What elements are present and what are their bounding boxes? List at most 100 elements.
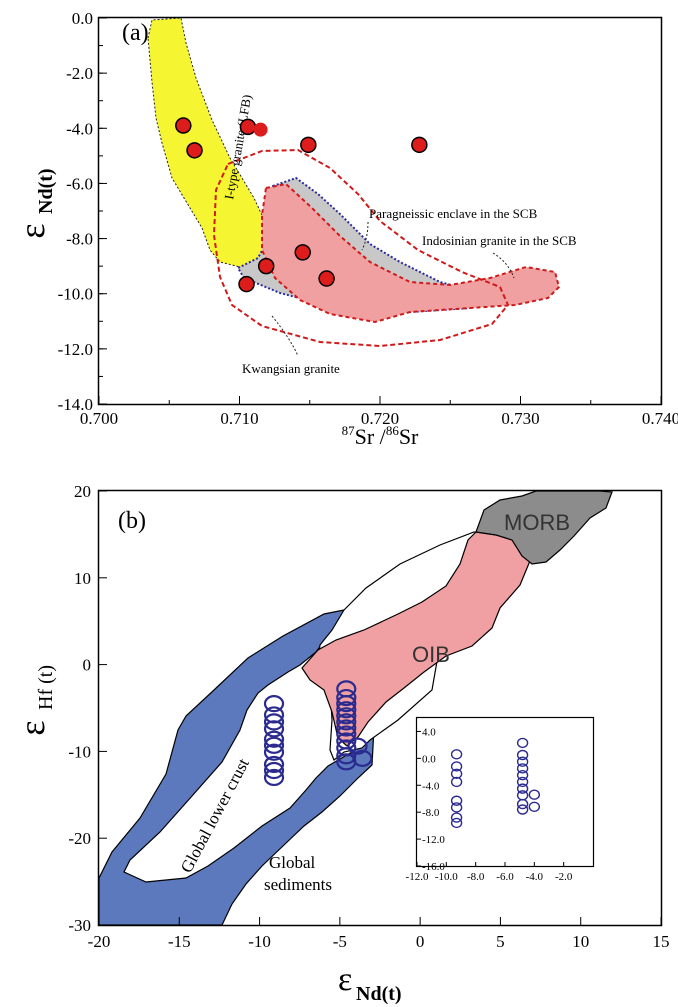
panel-b-label: (b) [118, 508, 146, 534]
hf-sample-point [336, 747, 357, 765]
panel-a-label: (a) [122, 20, 149, 46]
inset-sample-point [450, 749, 463, 760]
inset-sample-point [516, 749, 529, 761]
hf-sample-point [336, 701, 357, 719]
sample-point [239, 118, 257, 136]
panel-b-points [263, 680, 373, 787]
inset-sample-point [516, 769, 529, 781]
inset-ytick-label: -8.0 [422, 807, 440, 819]
panel-a-ylabel: ε Nd(t) [12, 168, 57, 238]
hf-sample-point [263, 761, 285, 780]
xlabel-sup-87: 87 [342, 423, 356, 438]
xlabel-sr: Sr [399, 424, 419, 449]
hf-sample-point [263, 743, 285, 761]
hf-sample-point [263, 720, 285, 738]
region-global-sediments [99, 609, 375, 925]
inset-ytick-label: 4.0 [422, 726, 436, 738]
hf-sample-point [347, 737, 368, 755]
inset-sample-point [516, 763, 529, 774]
inset-sample-point [450, 761, 463, 772]
xlabel-nd-sub: Nd(t) [356, 983, 402, 1005]
inset-ytick-label: -12.0 [422, 834, 445, 846]
panel-b-xtick-label: -5 [333, 932, 347, 951]
panel-a-ytick-label: -14.0 [58, 395, 93, 414]
inset-ticks: -12.0 -10.0 -8.0 -6.0 -4.0 -2.0 4.0 0.0 -4.0 -8.0… [406, 726, 573, 883]
inset-xtick-label: -2.0 [555, 871, 573, 883]
panel-b-xtick-label: -20 [88, 932, 111, 951]
hf-sample-point [336, 713, 357, 731]
sample-point [294, 244, 311, 261]
panel-a-xtick-label: 0.700 [80, 409, 118, 428]
panel-b-ytick-label: -20 [68, 829, 91, 848]
inset-frame [415, 716, 595, 868]
panel-b-xtick-label: 0 [416, 932, 425, 951]
xlabel-sup-86: 86 [386, 423, 400, 438]
panel-a-ytick-label: -2.0 [66, 64, 93, 83]
panel-a-points [175, 117, 428, 293]
inset-sample-point [450, 795, 463, 806]
region-indosinian-granite [261, 182, 561, 324]
hf-sample-point [263, 736, 285, 754]
panel-a-xtick-label: 0.710 [220, 409, 258, 428]
sample-point [175, 117, 192, 134]
hf-sample-point [352, 749, 373, 767]
panel-a-xtick-label: 0.730 [501, 409, 539, 428]
inset-sample-point [516, 776, 529, 788]
hf-sample-point [263, 695, 285, 713]
xlabel-epsilon: ε [338, 961, 352, 998]
ylabel-hf-sub: Hf (t) [35, 665, 57, 710]
panel-b-ytick-label: -30 [68, 916, 91, 935]
label-indosinian-granite: Indosinian granite in the SCB [422, 233, 577, 248]
hf-sample-point [263, 768, 285, 787]
inset-sample-point [516, 756, 529, 767]
label-global-sediments-word1: Global [269, 853, 316, 872]
inset-sample-point [516, 804, 529, 815]
panel-b-ylabel: ε Hf (t) [12, 665, 57, 736]
panel-a-frame [97, 16, 663, 406]
panel-b-ytick-label: -10 [68, 742, 91, 761]
sample-point [253, 122, 268, 137]
panel-a-xlabel: 87Sr /86Sr [342, 423, 419, 449]
inset-sample-point [516, 737, 529, 749]
inset-sample-point [450, 768, 463, 780]
hf-sample-point [263, 706, 285, 724]
panel-b-xtick-label: 5 [496, 932, 505, 951]
panel-b-xtick-label: 10 [572, 932, 589, 951]
sample-point [300, 136, 317, 154]
inset-sample-point [450, 802, 463, 813]
panel-a-xtick-label: 0.720 [361, 409, 399, 428]
inset-sample-point [450, 812, 463, 823]
panel-b-ytick-label: 0 [83, 656, 92, 675]
sample-point [411, 136, 428, 154]
leader-line-indosinian [492, 252, 515, 279]
panel-b-frame [97, 489, 663, 927]
panel-a: I-type granite (LFB) Paragneissic enclav… [12, 9, 678, 449]
label-i-type-granite: I-type granite (LFB) [221, 93, 254, 200]
hf-sample-point [263, 713, 285, 731]
sample-point [238, 275, 255, 293]
inset-sample-point [516, 783, 529, 794]
xlabel-sr-slash: Sr / [355, 424, 387, 449]
panel-b-xtick-label: -15 [168, 932, 191, 951]
region-morb [475, 491, 613, 565]
hf-sample-point [263, 730, 285, 748]
ylabel-nd-sub: Nd(t) [35, 168, 57, 214]
panel-a-ytick-label: -10.0 [58, 285, 93, 304]
panel-a-ytick-label: 0.0 [72, 9, 93, 28]
inset-xtick-label: -6.0 [496, 871, 514, 883]
inset-xtick-label: -12.0 [406, 871, 429, 883]
hf-sample-point [336, 725, 357, 743]
label-oib: OIB [412, 642, 450, 667]
hf-sample-point [263, 755, 285, 774]
panel-a-ticks: 0.700 0.710 0.720 0.730 0.740 0.0 -2.0 -4.0 -6.0… [58, 9, 678, 428]
region-paragneissic-enclave [212, 148, 510, 348]
sample-point [318, 270, 335, 287]
inset-sample-point [450, 776, 463, 788]
inset-xtick-label: -10.0 [435, 871, 458, 883]
inset-sample-point [528, 789, 541, 800]
label-paragneissic-enclave: Paragneissic enclave in the SCB [369, 206, 538, 221]
inset-ytick-label: 0.0 [422, 753, 436, 765]
panel-a-ytick-label: -4.0 [66, 119, 93, 138]
